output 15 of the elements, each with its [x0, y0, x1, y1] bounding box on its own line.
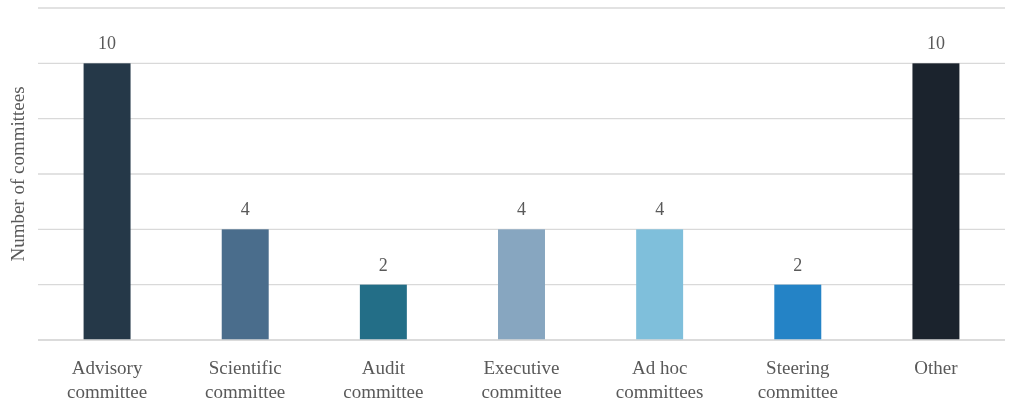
x-tick-label: Executive committee [481, 357, 562, 402]
data-label: 4 [655, 199, 665, 220]
y-axis-title: Number of committees [7, 86, 28, 262]
x-tick-label: Scientific committee [205, 357, 286, 402]
x-tick-label: Other [914, 357, 959, 378]
data-label: 2 [793, 254, 803, 275]
data-label: 10 [98, 33, 117, 54]
x-tick-label: Ad hoc committees [615, 357, 704, 402]
x-tick-label: Advisory committee [66, 357, 148, 402]
x-tick-label: Steering committee [757, 357, 838, 402]
data-label: 10 [926, 33, 945, 54]
x-tick-label: Audit committee [343, 357, 424, 402]
data-label: 4 [240, 199, 250, 220]
data-label: 2 [378, 254, 388, 275]
data-label: 4 [517, 199, 526, 220]
